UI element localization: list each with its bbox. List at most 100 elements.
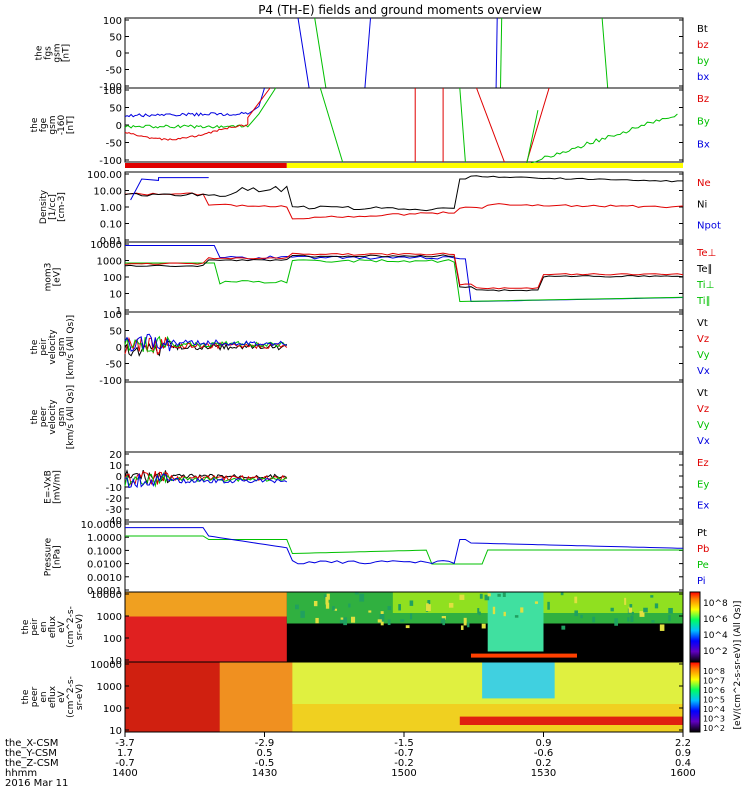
spectrogram-cell — [440, 618, 446, 624]
series-by — [500, 17, 503, 89]
y-tick-label: 0.10 — [100, 220, 122, 231]
spectrogram-cell — [479, 593, 483, 599]
spectrogram-cell — [368, 610, 372, 613]
spectrogram-cell — [348, 603, 351, 608]
y-axis-label-line: [nT] — [66, 116, 76, 134]
spectrogram-cell — [643, 607, 648, 613]
ephemeris-value: -3.7 — [115, 738, 135, 749]
y-tick-label: 0 — [116, 343, 122, 354]
spectrogram-cell — [427, 600, 431, 607]
y-tick-label: 0.0010 — [87, 573, 122, 584]
legend-entry: Ex — [697, 501, 709, 512]
ephemeris-value: -0.5 — [255, 758, 275, 769]
legend-entry: Vx — [697, 436, 710, 447]
spectrogram-cell — [514, 615, 519, 618]
spectrogram-region — [482, 662, 555, 699]
spectrogram-cell — [650, 595, 654, 598]
y-tick-label: -100 — [99, 82, 122, 93]
y-axis-label-line: peir — [39, 338, 49, 356]
spectrogram-cell — [448, 602, 454, 608]
ephemeris-value: 1.7 — [117, 748, 133, 759]
spectrogram-cell — [463, 617, 467, 626]
y-tick-label: 10000 — [90, 590, 122, 601]
series-vy — [124, 335, 287, 353]
y-axis-label-line: peir — [30, 618, 40, 636]
legend-entry: Ey — [697, 479, 709, 490]
y-axis-label-line: velocity — [48, 329, 58, 365]
legend-entry: Npot — [697, 221, 721, 232]
spectrogram-cell — [580, 614, 583, 619]
spectrogram-cell — [654, 603, 659, 609]
y-tick-label: 0 — [116, 49, 122, 60]
y-tick-label: -50 — [106, 139, 122, 150]
spectrogram-cell — [332, 606, 335, 611]
series-pi — [125, 527, 684, 565]
series-bx — [364, 17, 371, 89]
y-tick-label: -50 — [106, 360, 122, 371]
series-npot — [130, 177, 209, 201]
y-tick-label: 0.01 — [100, 236, 122, 247]
panel-peer_vel: the peer velocity gsm [km/s (All Qs)] Vt Vz Vy V… — [30, 381, 710, 453]
y-axis-label-line: -160 — [57, 115, 67, 136]
y-axis-label-line: Density — [39, 189, 49, 224]
y-axis-label-line: E=-VxB — [44, 470, 54, 504]
colorbar-tick-label: 10^8 — [703, 599, 728, 609]
spectrogram-cell — [442, 621, 445, 626]
spectrogram-cell — [351, 616, 356, 623]
series-bz — [476, 87, 505, 163]
ephemeris-value: 2.2 — [675, 738, 691, 749]
legend-entry: Vx — [697, 366, 710, 377]
ephemeris-value: 1430 — [252, 768, 277, 779]
y-axis-label-line: [mV/m] — [53, 470, 63, 504]
y-tick-label: 10.0000 — [81, 520, 122, 531]
legend-entry: Ez — [697, 458, 709, 469]
status-bar-yellow — [286, 163, 683, 168]
spectrogram-cell — [400, 619, 405, 622]
panel-pressure: 10.0000 1.0000 0.1000 0.0100 0.0010 0.0001 Pre… — [44, 520, 710, 597]
spectrogram-cell — [484, 594, 490, 601]
series-bz — [526, 87, 550, 163]
y-axis-label-line: gsm — [48, 115, 58, 134]
series-ne — [124, 192, 684, 220]
ephemeris-value: 0.2 — [536, 758, 552, 769]
y-axis-label-line: en — [39, 691, 49, 702]
ephemeris-value: 1500 — [391, 768, 416, 779]
colorbar-tick-label: 10^6 — [703, 615, 728, 625]
spectrogram-cell — [380, 611, 384, 615]
series-ti — [125, 259, 684, 303]
ephemeris-value: 1600 — [670, 768, 695, 779]
series-vx — [124, 333, 287, 352]
spectrogram-region — [219, 662, 293, 732]
y-axis-label-line: velocity — [48, 399, 58, 435]
spectrogram-cell — [409, 600, 414, 606]
y-axis-label: the peir en eflux eV (cm^2-s-sr-eV) — [21, 606, 85, 648]
series-by — [526, 110, 678, 165]
y-axis-label-line: (cm^2-s- — [66, 676, 76, 718]
spectrogram-cell — [377, 619, 382, 623]
spectrogram-cell — [477, 608, 480, 614]
spectrogram-cell — [651, 620, 655, 623]
spectrogram-cell — [379, 613, 385, 622]
colorbar-label: [eV/(cm^2-s-sr-eV)] (All Qs)] — [733, 601, 743, 730]
y-axis-label-line: (cm^2-s- — [66, 606, 76, 648]
ephemeris-value: -1.5 — [394, 738, 414, 749]
panel-frame — [124, 521, 684, 593]
legend-entry: Pi — [697, 576, 706, 587]
y-tick-label: 1000 — [97, 682, 122, 693]
series-by — [124, 87, 277, 129]
spectrogram-cell — [492, 606, 496, 615]
colorbar-peir — [689, 591, 701, 663]
spectrogram-cell — [295, 604, 299, 610]
y-axis-label-line: peer — [30, 686, 40, 707]
spectrogram-cell — [459, 594, 465, 600]
y-axis-label-line: [km/s (All Qs)] — [66, 385, 76, 449]
y-axis-label: the peer velocity gsm [km/s (All Qs)] — [30, 385, 76, 449]
colorbar-peer — [689, 661, 701, 733]
colorbar: 10^810^610^410^210^810^710^610^510^410^3… — [689, 591, 743, 733]
plot-title: P4 (TH-E) fields and ground moments over… — [258, 3, 542, 17]
legend-entry: Vy — [697, 420, 710, 431]
spectrogram-cell — [398, 604, 401, 611]
legend-entry: Bx — [697, 139, 710, 150]
spectrogram-cell — [387, 606, 392, 611]
